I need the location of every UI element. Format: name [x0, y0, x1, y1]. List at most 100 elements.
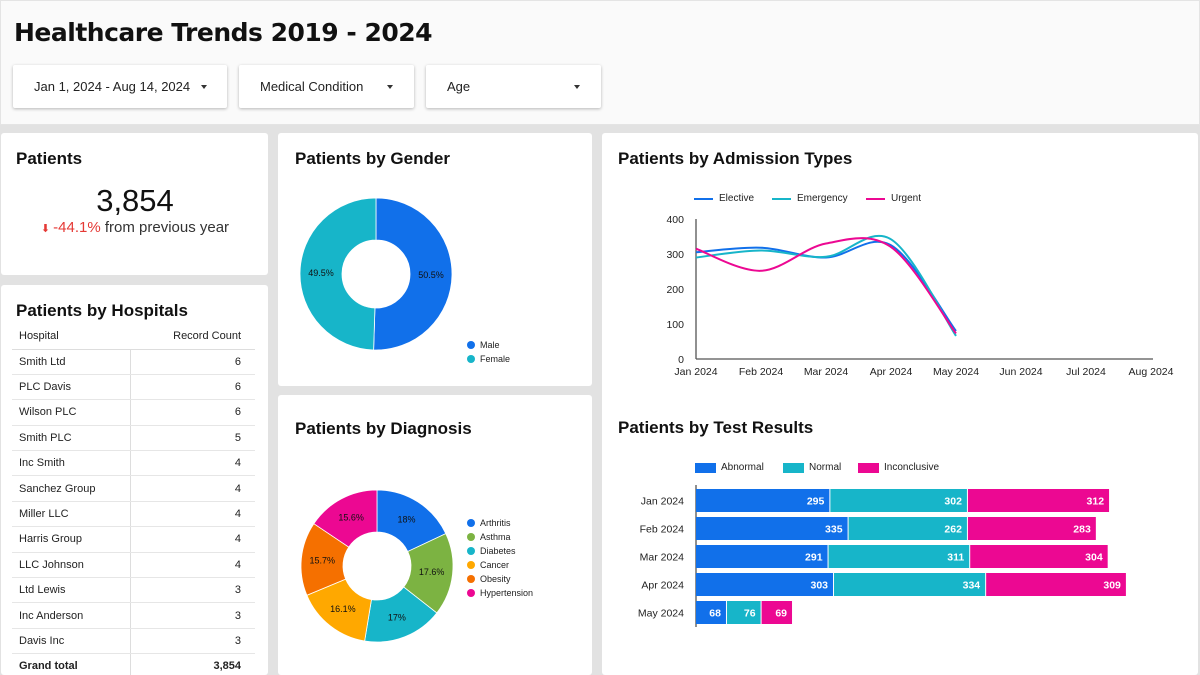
- hospital-name: Smith PLC: [12, 425, 131, 452]
- bar-inconclusive[interactable]: [967, 517, 1096, 540]
- bar-abnormal[interactable]: [696, 489, 830, 512]
- legend-item-arthritis[interactable]: Arthritis: [467, 518, 511, 528]
- hospitals-title: Patients by Hospitals: [16, 301, 188, 320]
- legend-item-elective[interactable]: Elective: [694, 193, 754, 204]
- table-row[interactable]: Miller LLC 4: [12, 501, 255, 528]
- date-range-filter[interactable]: Jan 1, 2024 - Aug 14, 2024: [13, 65, 227, 108]
- legend-item-hypertension[interactable]: Hypertension: [467, 588, 533, 598]
- bar-inconclusive[interactable]: [761, 601, 793, 624]
- legend-item-abnormal[interactable]: Abnormal: [695, 462, 764, 473]
- legend-swatch: [467, 533, 475, 541]
- hospital-name: Wilson PLC: [12, 399, 131, 426]
- legend-swatch: [467, 589, 475, 597]
- legend-item-asthma[interactable]: Asthma: [467, 532, 511, 542]
- legend-swatch: [467, 575, 475, 583]
- legend-swatch: [783, 462, 804, 473]
- category-label: Feb 2024: [640, 524, 685, 536]
- gender-donut-chart: 50.5% 49.5%: [299, 197, 453, 351]
- medical-condition-filter[interactable]: Medical Condition: [239, 65, 414, 108]
- record-count: 6: [129, 349, 255, 375]
- legend-item-cancer[interactable]: Cancer: [467, 560, 509, 570]
- legend-label: Asthma: [480, 532, 511, 542]
- legend-label: Arthritis: [480, 518, 511, 528]
- record-count: 4: [129, 475, 255, 502]
- age-filter[interactable]: Age: [426, 65, 601, 108]
- legend-item-obesity[interactable]: Obesity: [467, 574, 511, 584]
- patients-count: 3,854: [96, 183, 174, 218]
- bar-normal[interactable]: [834, 573, 986, 596]
- column-header-hospital[interactable]: Hospital: [12, 324, 131, 350]
- hospital-name: Miller LLC: [12, 501, 131, 528]
- diagnosis-donut-chart: 18% 17.6% 17% 16.1% 15.7% 15.6%: [300, 489, 454, 643]
- slice-female[interactable]: [299, 197, 377, 351]
- table-row[interactable]: Smith Ltd 6: [12, 349, 255, 375]
- bar-abnormal[interactable]: [696, 545, 828, 568]
- diagnosis-title: Patients by Diagnosis: [295, 419, 472, 438]
- slice-label: 17.6%: [419, 567, 445, 577]
- x-tick-label: Feb 2024: [739, 366, 784, 378]
- hospital-name: Inc Smith: [12, 450, 131, 477]
- bar-normal[interactable]: [828, 545, 970, 568]
- y-tick-label: 100: [666, 319, 684, 331]
- legend-item-emergency[interactable]: Emergency: [772, 193, 848, 204]
- table-row[interactable]: Inc Smith 4: [12, 450, 255, 477]
- bar-normal[interactable]: [726, 601, 761, 624]
- legend-item-urgent[interactable]: Urgent: [866, 193, 921, 204]
- dashboard-header: Healthcare Trends 2019 - 2024 Jan 1, 202…: [0, 0, 1200, 125]
- y-tick-label: 300: [666, 249, 684, 261]
- table-row[interactable]: Ltd Lewis 3: [12, 577, 255, 604]
- table-row[interactable]: LLC Johnson 4: [12, 552, 255, 579]
- record-count: 6: [129, 399, 255, 426]
- slice-label: 16.1%: [330, 604, 356, 614]
- legend-item-female[interactable]: Female: [467, 354, 510, 364]
- legend-item-inconclusive[interactable]: Inconclusive: [858, 462, 939, 473]
- legend-label: Urgent: [891, 193, 922, 204]
- category-label: Jan 2024: [641, 496, 684, 508]
- category-label: Mar 2024: [640, 552, 685, 564]
- line-series-emergency[interactable]: [695, 234, 957, 337]
- table-row[interactable]: Davis Inc 3: [12, 628, 255, 655]
- table-row[interactable]: Sanchez Group 4: [12, 475, 255, 502]
- bar-normal[interactable]: [848, 517, 967, 540]
- bar-inconclusive[interactable]: [986, 573, 1126, 596]
- legend-label: Female: [480, 354, 511, 364]
- record-count: 3: [129, 577, 255, 604]
- legend-item-normal[interactable]: Normal: [783, 462, 841, 473]
- legend-label: Elective: [719, 193, 755, 204]
- slice-hypertension[interactable]: [313, 489, 378, 548]
- record-count: 4: [129, 526, 255, 553]
- table-row[interactable]: Inc Anderson 3: [12, 602, 255, 629]
- caret-down-icon: [387, 85, 393, 89]
- slice-label: 15.7%: [309, 556, 335, 566]
- bar-abnormal[interactable]: [696, 517, 848, 540]
- trends-card: Patients by Admission Types Elective Emer…: [602, 133, 1198, 675]
- record-count: 4: [129, 501, 255, 528]
- x-tick-label: Mar 2024: [804, 366, 849, 378]
- legend-label: Abnormal: [721, 462, 764, 473]
- x-tick-label: Aug 2024: [1129, 366, 1174, 378]
- line-series-urgent[interactable]: [695, 237, 957, 335]
- line-series-elective[interactable]: [695, 240, 957, 332]
- admission-line-chart: 0 100 200 300 400 Jan 2024 Feb 2024 Mar 2024 Apr…: [666, 214, 1174, 378]
- bar-inconclusive[interactable]: [967, 489, 1110, 512]
- legend-item-diabetes[interactable]: Diabetes: [467, 546, 516, 556]
- x-tick-label: May 2024: [933, 366, 979, 378]
- bar-abnormal[interactable]: [696, 601, 726, 624]
- hospital-name: LLC Johnson: [12, 552, 131, 579]
- category-label: May 2024: [638, 608, 684, 620]
- bar-normal[interactable]: [830, 489, 967, 512]
- record-count: 5: [129, 425, 255, 452]
- table-row[interactable]: Wilson PLC 6: [12, 399, 255, 426]
- hospital-name: PLC Davis: [12, 374, 131, 401]
- legend-item-male[interactable]: Male: [467, 340, 500, 350]
- table-row[interactable]: Harris Group 4: [12, 526, 255, 553]
- caret-down-icon: [201, 85, 207, 89]
- bar-abnormal[interactable]: [696, 573, 834, 596]
- y-tick-label: 400: [666, 214, 684, 226]
- record-count: 4: [129, 450, 255, 477]
- table-row[interactable]: Smith PLC 5: [12, 425, 255, 452]
- column-header-record-count[interactable]: Record Count: [130, 324, 255, 350]
- bar-inconclusive[interactable]: [970, 545, 1108, 568]
- table-row[interactable]: PLC Davis 6: [12, 374, 255, 401]
- slice-male[interactable]: [373, 197, 453, 351]
